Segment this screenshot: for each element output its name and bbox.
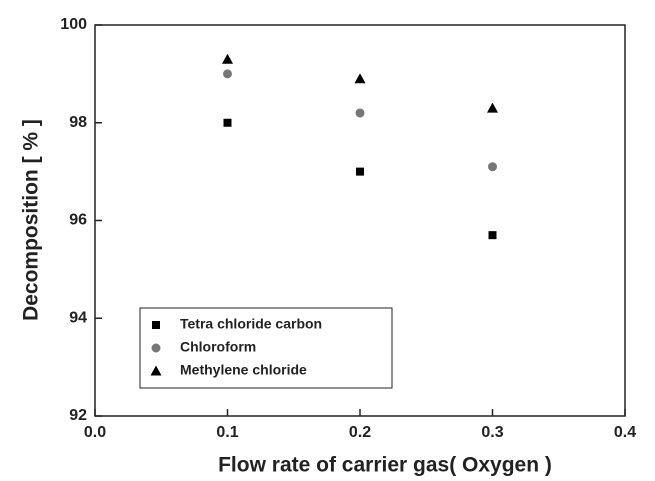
point — [488, 231, 497, 240]
y-tick-label: 98 — [69, 114, 87, 131]
point — [223, 118, 232, 127]
legend-symbol — [150, 365, 162, 376]
legend-symbol — [151, 343, 161, 353]
y-axis-label: Decomposition [ % ] — [20, 119, 43, 321]
y-tick-label: 92 — [69, 407, 87, 424]
x-tick-label: 0.0 — [84, 424, 106, 441]
legend-label: Chloroform — [180, 339, 256, 355]
x-tick-label: 0.3 — [481, 424, 503, 441]
x-axis-label: Flow rate of carrier gas( Oxygen ) — [218, 454, 552, 477]
legend-label: Methylene chloride — [180, 362, 307, 378]
legend-symbol — [152, 321, 160, 329]
y-tick-label: 100 — [60, 16, 87, 33]
y-tick-label: 94 — [69, 309, 87, 326]
legend-label: Tetra chloride carbon — [180, 316, 322, 332]
point — [223, 69, 232, 79]
point — [487, 102, 498, 113]
x-tick-label: 0.4 — [614, 424, 636, 441]
x-tick-label: 0.1 — [216, 424, 238, 441]
legend-box — [139, 307, 393, 389]
point — [222, 53, 233, 64]
point — [356, 167, 364, 176]
y-tick-label: 96 — [69, 212, 87, 229]
point — [354, 73, 366, 84]
point — [488, 162, 497, 172]
x-tick-label: 0.2 — [349, 424, 371, 441]
point — [355, 108, 365, 118]
